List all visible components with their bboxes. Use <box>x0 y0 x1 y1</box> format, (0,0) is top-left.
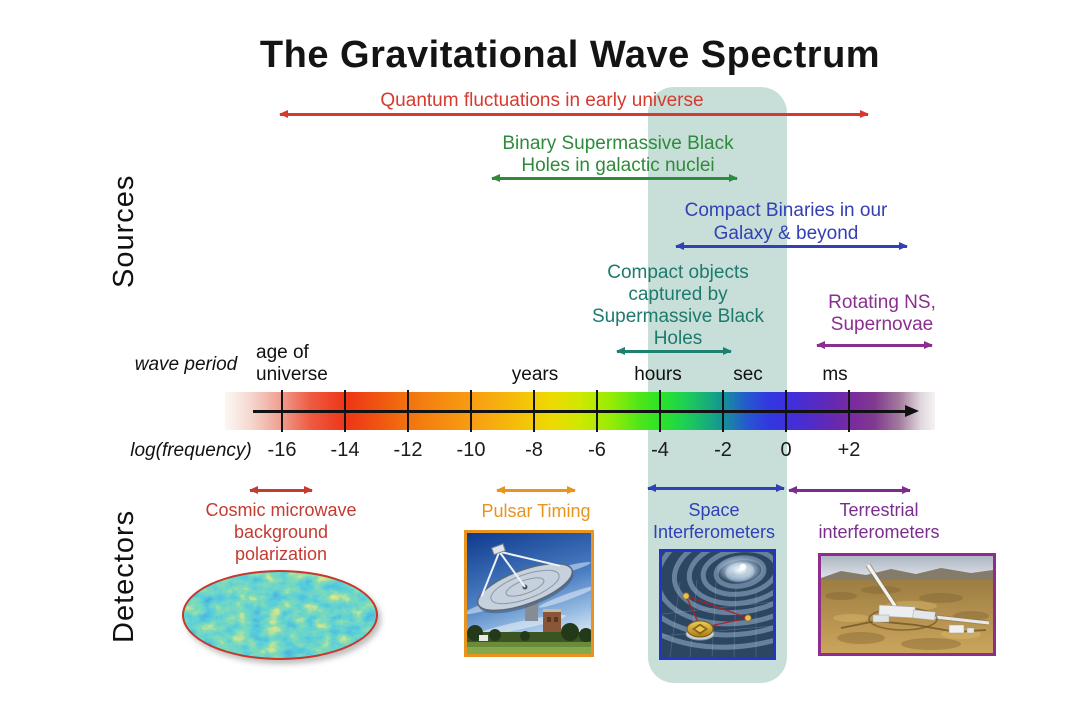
detector-pulsar-label: Pulsar Timing <box>481 501 591 521</box>
source-smbh-label: Binary Supermassive Black Holes in galac… <box>468 133 768 177</box>
frequency-tick-labels: -16 -14 -12 -10 -8 -6 -4 -2 0 +2 <box>225 439 935 465</box>
lisa-spacecraft-illustration <box>662 552 773 657</box>
cmb-map-illustration <box>184 572 376 658</box>
terrestrial-line2: interferometers <box>818 522 940 542</box>
emri-line1: Compact objects <box>607 262 749 283</box>
detectors-section-label: Detectors <box>108 509 140 643</box>
tick-label: -14 <box>330 439 360 461</box>
space-line1: Space <box>688 500 740 520</box>
rotating-ns-line1: Rotating NS, <box>828 292 936 313</box>
emri-range-arrow <box>617 350 731 353</box>
ligo-observatory-image <box>818 553 996 656</box>
space-range-arrow <box>648 487 784 490</box>
cmb-map-image <box>182 570 378 660</box>
tick-label: -12 <box>393 439 423 461</box>
period-age-of-universe: age of universe <box>256 342 356 386</box>
cmb-line3: polarization <box>234 544 328 564</box>
wave-period-label: wave period <box>134 354 238 375</box>
period-ms: ms <box>822 364 848 385</box>
source-rotating-ns-label: Rotating NS, Supernovae <box>802 292 962 336</box>
frequency-axis-arrowhead <box>905 405 919 417</box>
source-compact-binaries-label: Compact Binaries in our Galaxy & beyond <box>636 199 936 245</box>
sources-section-label: Sources <box>108 174 140 288</box>
emri-line4: Holes <box>653 328 703 349</box>
radio-telescope-image <box>464 530 594 657</box>
log-frequency-label: log(frequency) <box>130 440 252 461</box>
detector-terrestrial-label: Terrestrial interferometers <box>779 499 979 543</box>
emri-line2: captured by <box>628 284 728 305</box>
cmb-line2: background <box>233 522 329 542</box>
rotating-ns-range-arrow <box>817 344 932 347</box>
tick-label: -10 <box>456 439 486 461</box>
tick-label: +2 <box>837 439 861 461</box>
detector-space-label: Space Interferometers <box>614 499 814 543</box>
rotating-ns-line2: Supernovae <box>830 314 934 335</box>
frequency-axis-line <box>253 410 907 413</box>
lisa-spacecraft-image <box>659 549 776 660</box>
source-emri-label: Compact objects captured by Supermassive… <box>578 262 778 350</box>
tick-label: -6 <box>588 439 606 461</box>
tick-label: -2 <box>714 439 732 461</box>
tick-label: -8 <box>525 439 543 461</box>
terrestrial-line1: Terrestrial <box>839 500 919 520</box>
compact-binaries-range-arrow <box>676 245 907 248</box>
tick-label: 0 <box>780 439 792 461</box>
tick-label: -4 <box>651 439 669 461</box>
quantum-range-arrow <box>280 113 868 116</box>
terrestrial-range-arrow <box>789 489 910 492</box>
pulsar-range-arrow <box>497 489 575 492</box>
cmb-line1: Cosmic microwave <box>205 500 357 520</box>
cmb-range-arrow <box>250 489 312 492</box>
tick-label: -16 <box>267 439 297 461</box>
page-title: The Gravitational Wave Spectrum <box>259 34 881 76</box>
smbh-range-arrow <box>492 177 737 180</box>
period-hours: hours <box>634 364 682 385</box>
detector-cmb-label: Cosmic microwave background polarization <box>181 499 381 565</box>
smbh-line1: Binary Supermassive Black <box>502 133 734 154</box>
smbh-line2: Holes in galactic nuclei <box>521 155 715 176</box>
source-quantum-label: Quantum fluctuations in early universe <box>380 90 704 111</box>
period-sec: sec <box>733 364 763 385</box>
emri-line3: Supermassive Black <box>591 306 765 327</box>
period-age-line2: universe <box>256 364 328 385</box>
period-age-line1: age of <box>256 342 309 363</box>
radio-telescope-illustration <box>467 533 591 654</box>
compact-binaries-line2: Galaxy & beyond <box>713 223 859 244</box>
compact-binaries-line1: Compact Binaries in our <box>684 200 888 221</box>
ligo-observatory-illustration <box>821 556 993 653</box>
period-years: years <box>511 364 559 385</box>
space-line2: Interferometers <box>652 522 776 542</box>
